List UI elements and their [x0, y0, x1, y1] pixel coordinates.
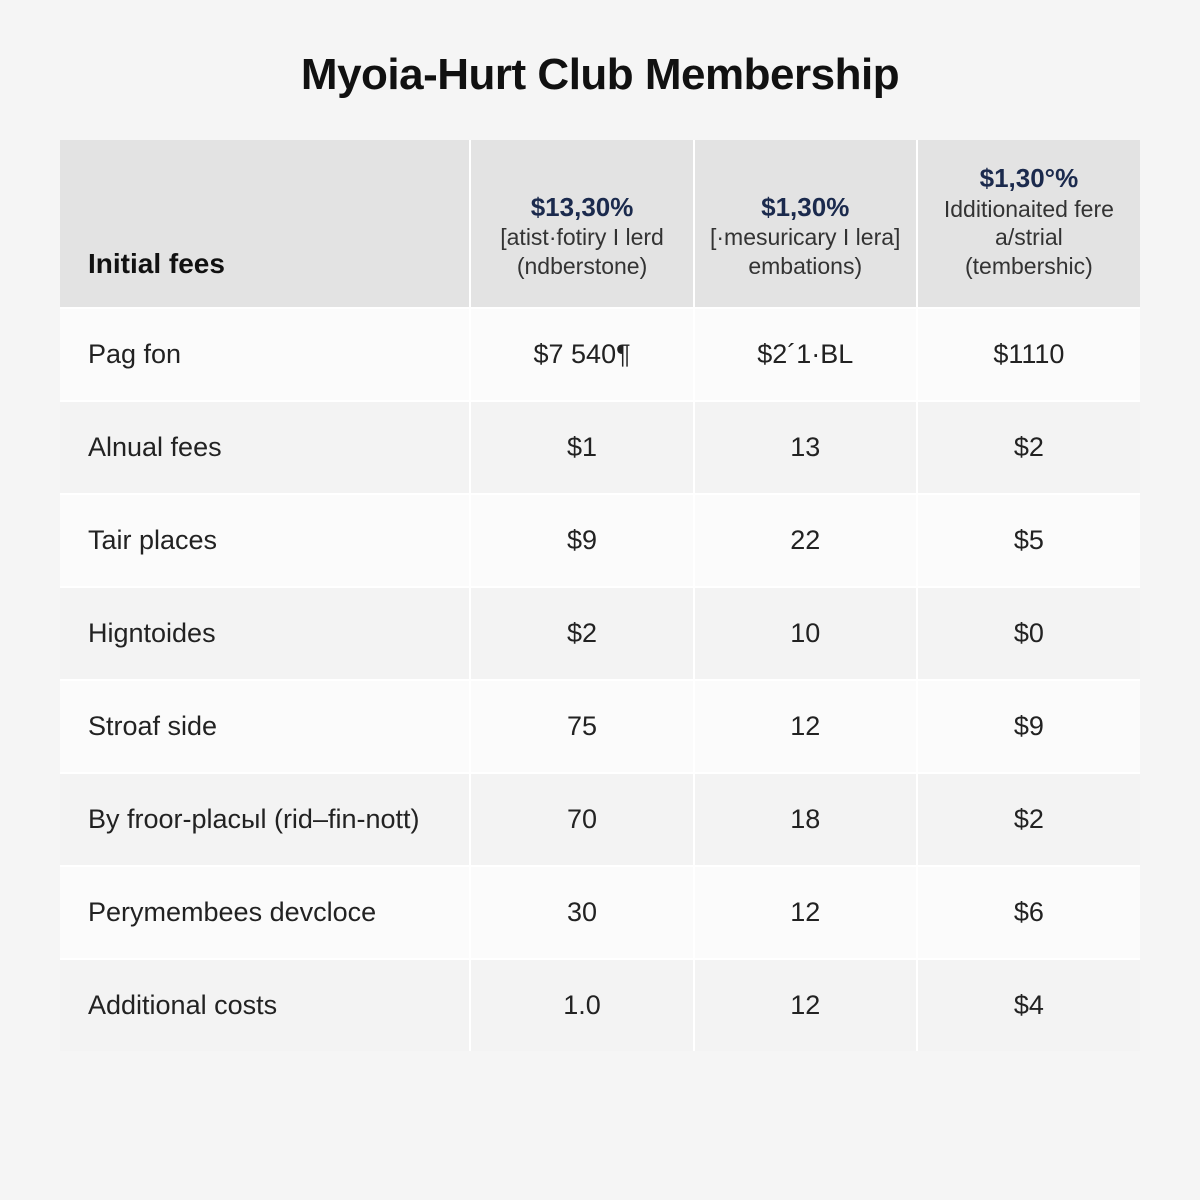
cell-value: $1110	[917, 308, 1140, 401]
cell-value: 13	[694, 401, 917, 494]
cell-value: $2´1·BL	[694, 308, 917, 401]
row-label: Pag fon	[60, 308, 470, 401]
table-row: Perymembees devcloce 30 12 $6	[60, 866, 1140, 959]
row-label: Perymembees devcloce	[60, 866, 470, 959]
table-row: Higntoides $2 10 $0	[60, 587, 1140, 680]
col-header-tier-1: $13,30% [atist·fotiry I lerd (ndberstone…	[470, 140, 693, 308]
table-row: By froor-placыl (rid–fin-nott) 70 18 $2	[60, 773, 1140, 866]
membership-table: Initial fees $13,30% [atist·fotiry I ler…	[60, 140, 1140, 1051]
col-sub-2: [·mesuricary I lera] embations)	[709, 223, 902, 281]
col-header-initial-fees: Initial fees	[60, 140, 470, 308]
cell-value: $7 540¶	[470, 308, 693, 401]
cell-value: $4	[917, 959, 1140, 1051]
col-header-tier-3: $1,30°% Idditionaited fere a/strial (tem…	[917, 140, 1140, 308]
cell-value: 22	[694, 494, 917, 587]
row-label: Tair places	[60, 494, 470, 587]
cell-value: 12	[694, 866, 917, 959]
cell-value: $5	[917, 494, 1140, 587]
col-header-tier-2: $1,30% [·mesuricary I lera] embations)	[694, 140, 917, 308]
cell-value: 12	[694, 680, 917, 773]
cell-value: $9	[917, 680, 1140, 773]
cell-value: 75	[470, 680, 693, 773]
cell-value: $6	[917, 866, 1140, 959]
cell-value: $1	[470, 401, 693, 494]
cell-value: 30	[470, 866, 693, 959]
row-label: Higntoides	[60, 587, 470, 680]
table-row: Tair places $9 22 $5	[60, 494, 1140, 587]
row-label: Additional costs	[60, 959, 470, 1051]
table-row: Alnual fees $1 13 $2	[60, 401, 1140, 494]
col-price-1: $13,30%	[485, 191, 678, 224]
table-row: Stroaf side 75 12 $9	[60, 680, 1140, 773]
cell-value: $0	[917, 587, 1140, 680]
cell-value: $9	[470, 494, 693, 587]
table-header-row: Initial fees $13,30% [atist·fotiry I ler…	[60, 140, 1140, 308]
col-price-2: $1,30%	[709, 191, 902, 224]
col-sub-3: Idditionaited fere a/strial (tembershic)	[932, 195, 1126, 281]
cell-value: 10	[694, 587, 917, 680]
cell-value: 1.0	[470, 959, 693, 1051]
row-label: Alnual fees	[60, 401, 470, 494]
page-title: Myoia-Hurt Club Membership	[60, 50, 1140, 100]
col-sub-1: [atist·fotiry I lerd (ndberstone)	[485, 223, 678, 281]
row-label: By froor-placыl (rid–fin-nott)	[60, 773, 470, 866]
row-label: Stroaf side	[60, 680, 470, 773]
cell-value: 70	[470, 773, 693, 866]
table-row: Additional costs 1.0 12 $4	[60, 959, 1140, 1051]
cell-value: $2	[470, 587, 693, 680]
col-price-3: $1,30°%	[932, 162, 1126, 195]
table-row: Pag fon $7 540¶ $2´1·BL $1110	[60, 308, 1140, 401]
cell-value: $2	[917, 401, 1140, 494]
cell-value: 12	[694, 959, 917, 1051]
cell-value: $2	[917, 773, 1140, 866]
cell-value: 18	[694, 773, 917, 866]
